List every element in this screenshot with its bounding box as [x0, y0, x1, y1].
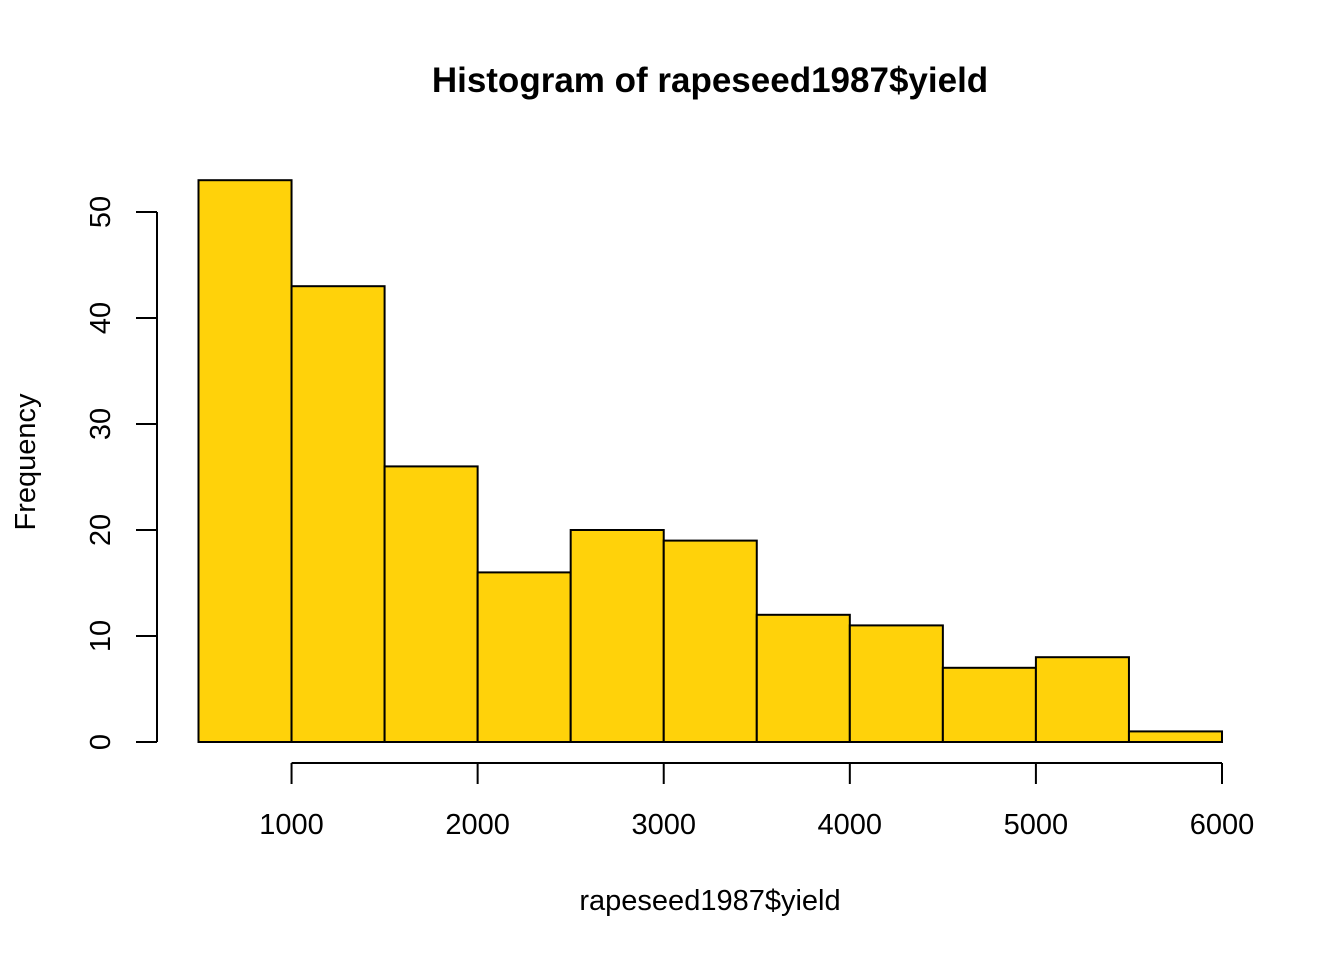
- x-tick-label-4: 5000: [1004, 809, 1069, 841]
- y-axis-label: Frequency: [10, 393, 42, 531]
- histogram-bar-7: [848, 624, 944, 744]
- x-axis-label: rapeseed1987$yield: [579, 885, 840, 917]
- y-axis: 0 10 20 30 40 50: [85, 196, 158, 750]
- y-tick-label-2: 20: [85, 514, 117, 546]
- y-tick-label-5: 50: [85, 196, 117, 228]
- histogram-bar-0: [197, 179, 293, 743]
- histogram-bar-9: [1034, 656, 1130, 744]
- x-tick-label-1: 2000: [445, 809, 510, 841]
- histogram-bar-5: [662, 539, 758, 743]
- histogram-bar-1: [290, 285, 386, 743]
- x-tick-label-5: 6000: [1190, 809, 1255, 841]
- histogram-bar-8: [941, 666, 1037, 743]
- y-tick-label-4: 40: [85, 302, 117, 334]
- histogram-bar-10: [1127, 730, 1224, 744]
- bars-group: [197, 179, 1224, 744]
- chart-title: Histogram of rapeseed1987$yield: [432, 61, 988, 100]
- x-axis: 1000 2000 3000 4000 5000 6000: [259, 762, 1255, 841]
- x-tick-label-2: 3000: [631, 809, 696, 841]
- y-tick-label-3: 30: [85, 408, 117, 440]
- y-tick-label-0: 0: [85, 734, 117, 750]
- histogram-bar-6: [755, 613, 851, 743]
- histogram-bar-4: [569, 529, 665, 743]
- x-tick-label-3: 4000: [818, 809, 883, 841]
- y-tick-label-1: 10: [85, 620, 117, 652]
- histogram-bar-2: [383, 465, 479, 743]
- x-tick-label-0: 1000: [259, 809, 324, 841]
- histogram-bar-3: [476, 571, 572, 744]
